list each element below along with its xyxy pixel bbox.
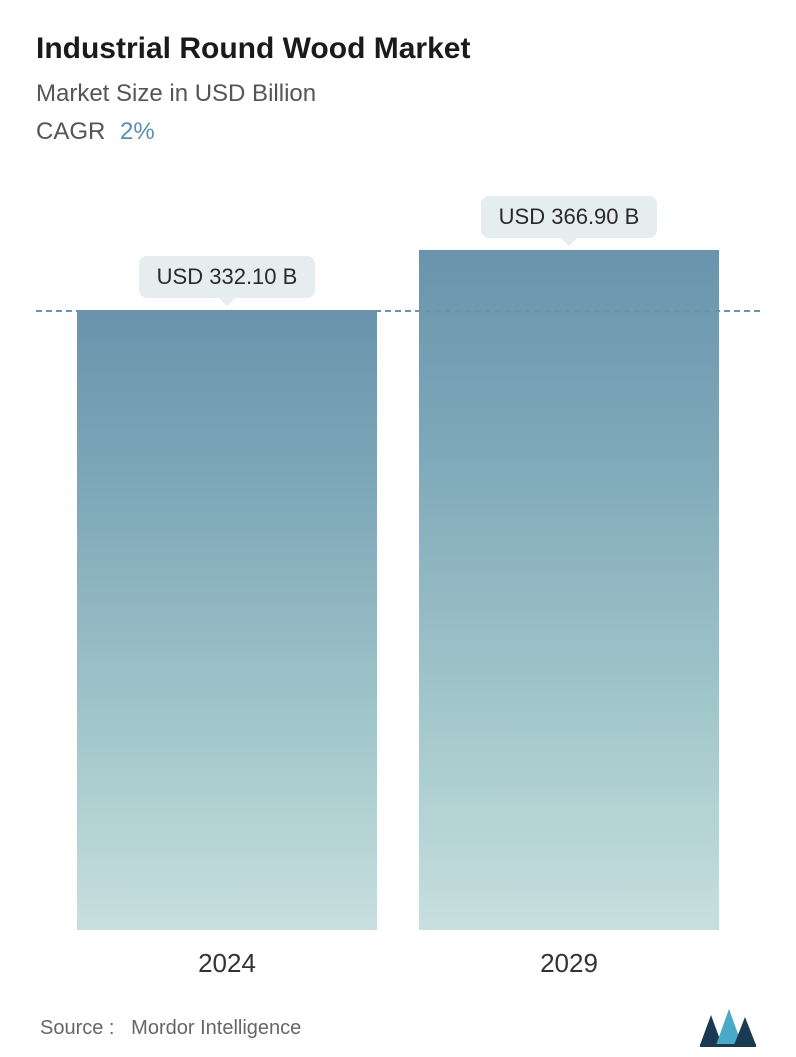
chart-container: Industrial Round Wood Market Market Size… [0, 0, 796, 1034]
source-text: Source : Mordor Intelligence [40, 1017, 301, 1040]
bar-fill-0 [77, 310, 377, 930]
chart-area: USD 332.10 B USD 366.90 B [36, 196, 760, 930]
cagr-label: CAGR [36, 118, 105, 145]
bar-1 [419, 250, 719, 930]
reference-dashed-line [36, 310, 760, 312]
footer: Source : Mordor Intelligence [36, 1009, 760, 1057]
mordor-logo-icon [700, 1009, 756, 1047]
bar-fill-1 [419, 250, 719, 930]
bar-group-0: USD 332.10 B [67, 256, 387, 930]
bar-group-1: USD 366.90 B [409, 196, 729, 930]
value-badge-0: USD 332.10 B [139, 256, 316, 298]
chart-title: Industrial Round Wood Market [36, 32, 760, 66]
x-label-0: 2024 [67, 948, 387, 979]
cagr-line: CAGR 2% [36, 118, 760, 146]
bar-0 [77, 310, 377, 930]
chart-subtitle: Market Size in USD Billion [36, 80, 760, 108]
x-label-1: 2029 [409, 948, 729, 979]
source-label: Source : [40, 1017, 114, 1039]
source-name: Mordor Intelligence [131, 1017, 301, 1039]
value-badge-1: USD 366.90 B [481, 196, 658, 238]
x-axis: 2024 2029 [36, 930, 760, 979]
cagr-value: 2% [120, 118, 155, 145]
